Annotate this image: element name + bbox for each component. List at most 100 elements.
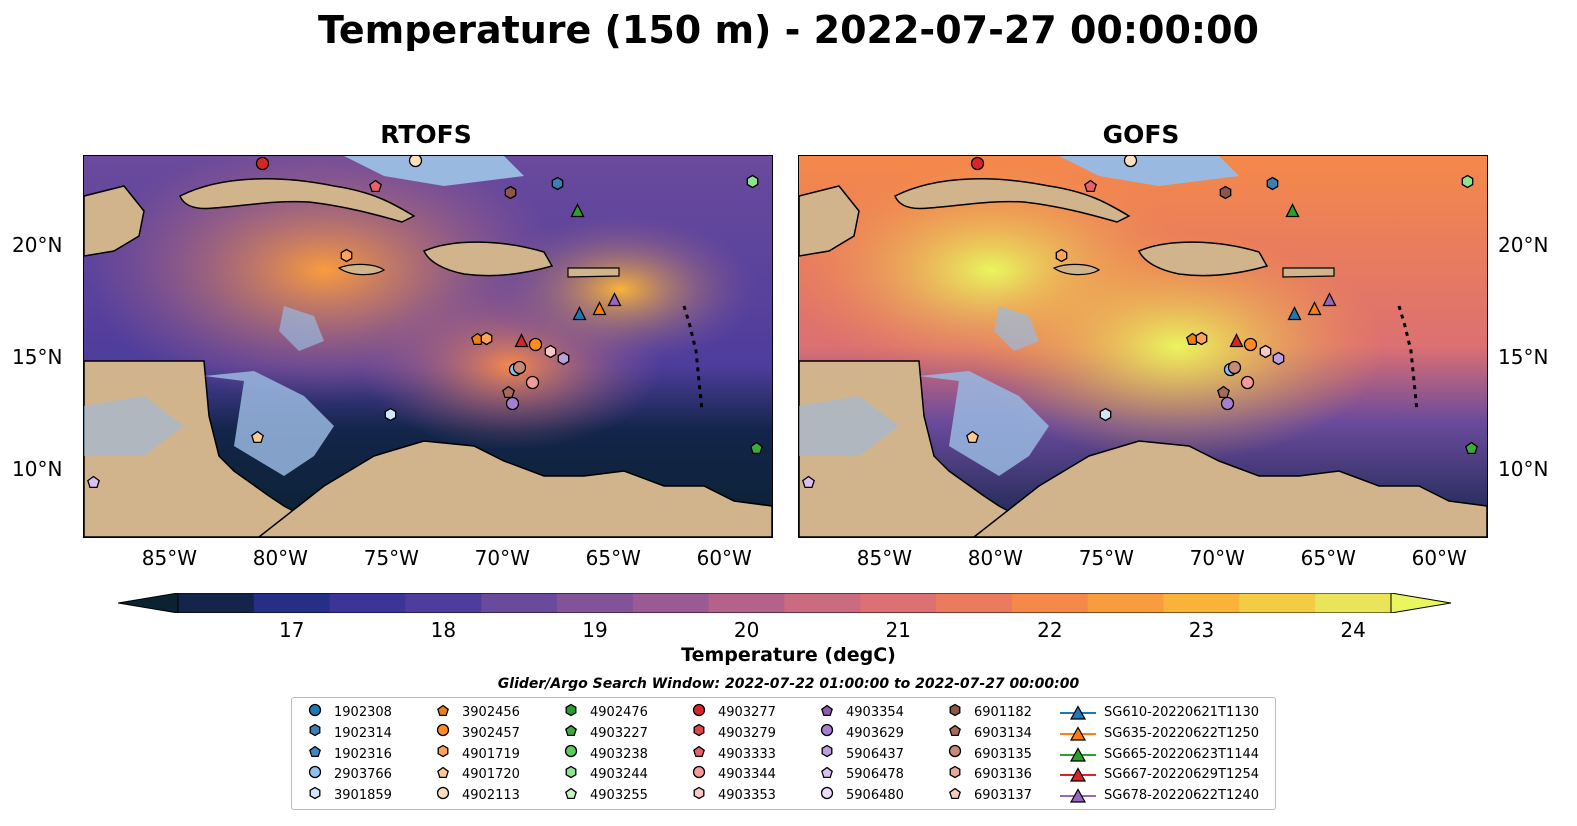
legend-item-4903333: 4903333 bbox=[688, 745, 776, 765]
map-marker-SG678-20220622T1240 bbox=[1322, 292, 1337, 307]
lon-tick-label: 75°W bbox=[363, 546, 419, 570]
legend-item-4903277: 4903277 bbox=[688, 703, 776, 723]
legend-label: 5906478 bbox=[846, 767, 904, 783]
map-marker-4903353 bbox=[1258, 344, 1272, 359]
lon-tick-label: 65°W bbox=[585, 546, 641, 570]
legend-label: 4901719 bbox=[462, 746, 520, 762]
legend-item-6903136: 6903136 bbox=[944, 765, 1032, 785]
legend-label: 4901720 bbox=[462, 767, 520, 783]
legend-label: 4903277 bbox=[718, 705, 776, 720]
map-marker-4903277 bbox=[970, 156, 984, 170]
legend-item-3901859: 3901859 bbox=[304, 786, 392, 806]
map-marker-4903227 bbox=[749, 440, 764, 455]
legend-label: 4903353 bbox=[718, 788, 776, 804]
map-marker-4903344 bbox=[1240, 375, 1255, 390]
map-marker-4903629 bbox=[1220, 396, 1235, 410]
map-marker-4903277 bbox=[255, 156, 269, 170]
legend-label: 6901182 bbox=[974, 705, 1032, 720]
legend-item-SG678-20220622T1240: SG678-20220622T1240 bbox=[1060, 786, 1259, 806]
legend-label: SG610-20220621T1130 bbox=[1104, 705, 1260, 720]
legend-label: 2903766 bbox=[334, 767, 392, 783]
map-marker-4903244 bbox=[745, 174, 759, 188]
legend-item-5906478: 5906478 bbox=[816, 765, 904, 785]
map-marker-6903134 bbox=[1216, 384, 1230, 399]
legend-label: 6903136 bbox=[974, 767, 1032, 783]
legend-item-SG635-20220622T1250: SG635-20220622T1250 bbox=[1060, 724, 1259, 744]
legend-item-4901719: 4901719 bbox=[432, 744, 520, 765]
panel-title-gofs: GOFS bbox=[1102, 120, 1180, 149]
legend-label: 6903137 bbox=[974, 788, 1032, 804]
legend-label: 5906480 bbox=[846, 788, 904, 804]
map-marker-SG667-20220629T1254 bbox=[514, 332, 529, 347]
map-marker-4903333 bbox=[1083, 178, 1097, 193]
legend-label: 4903238 bbox=[590, 746, 648, 762]
legend-item-6903137: 6903137 bbox=[944, 786, 1032, 806]
legend-label: 6903134 bbox=[974, 725, 1032, 741]
legend-item-3902456: 3902456 bbox=[432, 703, 520, 723]
lon-tick-label: 75°W bbox=[1078, 546, 1134, 570]
lon-tick-label: 70°W bbox=[474, 546, 530, 570]
map-marker-5906478 bbox=[801, 474, 815, 489]
legend-item-5906437: 5906437 bbox=[816, 744, 904, 765]
map-marker-4903629 bbox=[505, 396, 520, 410]
legend-label: SG665-20220623T1144 bbox=[1104, 746, 1260, 762]
map-marker-4901719 bbox=[1194, 331, 1208, 345]
map-marker-SG610-20220621T1130 bbox=[1287, 305, 1302, 321]
legend-item-4902476: 4902476 bbox=[560, 703, 648, 723]
legend-label: SG667-20220629T1254 bbox=[1104, 767, 1260, 783]
legend-label: 4902113 bbox=[462, 788, 520, 804]
map-marker-4901720 bbox=[250, 429, 265, 444]
map-marker-4903333 bbox=[368, 178, 382, 193]
map-marker-5906478 bbox=[86, 474, 100, 489]
legend-item-1902314: 1902314 bbox=[304, 724, 392, 744]
lon-tick-label: 60°W bbox=[1411, 546, 1467, 570]
map-panel-gofs bbox=[798, 155, 1488, 538]
lon-tick-label: 65°W bbox=[1300, 546, 1356, 570]
search-window-text: Glider/Argo Search Window: 2022-07-22 01… bbox=[497, 676, 1080, 692]
colorbar-label: Temperature (degC) bbox=[681, 644, 896, 666]
map-marker-SG665-20220623T1144 bbox=[1285, 202, 1300, 217]
legend-item-4903354: 4903354 bbox=[816, 703, 904, 723]
map-marker-4902113 bbox=[408, 156, 422, 168]
map-marker-5906437 bbox=[556, 351, 570, 365]
map-marker-SG635-20220622T1250 bbox=[592, 301, 607, 316]
lat-tick-label: 20°N bbox=[1498, 232, 1549, 257]
map-marker-6901182 bbox=[503, 185, 517, 200]
lat-tick-label: 10°N bbox=[12, 456, 63, 481]
lon-tick-label: 80°W bbox=[252, 546, 308, 570]
colorbar bbox=[118, 593, 1451, 613]
lat-tick-label: 20°N bbox=[12, 232, 63, 257]
lon-tick-label: 60°W bbox=[696, 546, 752, 570]
legend: 1902308 1902314 1902316 2903766 3901859 39024… bbox=[291, 697, 1276, 810]
legend-label: 4903255 bbox=[590, 788, 648, 804]
map-marker-4901720 bbox=[965, 429, 980, 444]
map-marker-SG667-20220629T1254 bbox=[1229, 332, 1244, 347]
legend-label: SG635-20220622T1250 bbox=[1104, 725, 1260, 741]
legend-label: 1902314 bbox=[334, 725, 392, 741]
legend-label: 1902308 bbox=[334, 705, 392, 720]
map-marker-SG678-20220622T1240 bbox=[607, 292, 622, 307]
map-marker-SG635-20220622T1250 bbox=[1307, 301, 1322, 316]
colorbar-tick-label: 20 bbox=[733, 618, 760, 642]
map-marker-4903344 bbox=[525, 375, 540, 390]
legend-label: 4903244 bbox=[590, 767, 648, 783]
lon-tick-label: 85°W bbox=[141, 546, 197, 570]
legend-item-4903629: 4903629 bbox=[816, 724, 904, 744]
colorbar-tick-label: 19 bbox=[582, 618, 608, 642]
legend-label: 4903227 bbox=[590, 725, 648, 741]
legend-item-1902316: 1902316 bbox=[304, 745, 392, 765]
map-marker-6903135 bbox=[512, 360, 527, 374]
map-marker-4901719 bbox=[479, 331, 493, 345]
legend-item-4903255: 4903255 bbox=[560, 786, 648, 806]
map-marker-1902314 bbox=[550, 176, 564, 191]
legend-label: 1902316 bbox=[334, 746, 392, 762]
map-marker-6903135 bbox=[1227, 360, 1242, 374]
map-panel-rtofs bbox=[83, 155, 773, 538]
lat-tick-label: 15°N bbox=[12, 344, 63, 369]
map-marker-SG665-20220623T1144 bbox=[570, 202, 585, 217]
legend-item-6901182: 6901182 bbox=[944, 703, 1032, 723]
lon-tick-label: 70°W bbox=[1189, 546, 1245, 570]
legend-item-SG610-20220621T1130: SG610-20220621T1130 bbox=[1060, 703, 1259, 723]
map-marker-4903227 bbox=[1464, 440, 1479, 455]
legend-label: 3902457 bbox=[462, 725, 520, 741]
